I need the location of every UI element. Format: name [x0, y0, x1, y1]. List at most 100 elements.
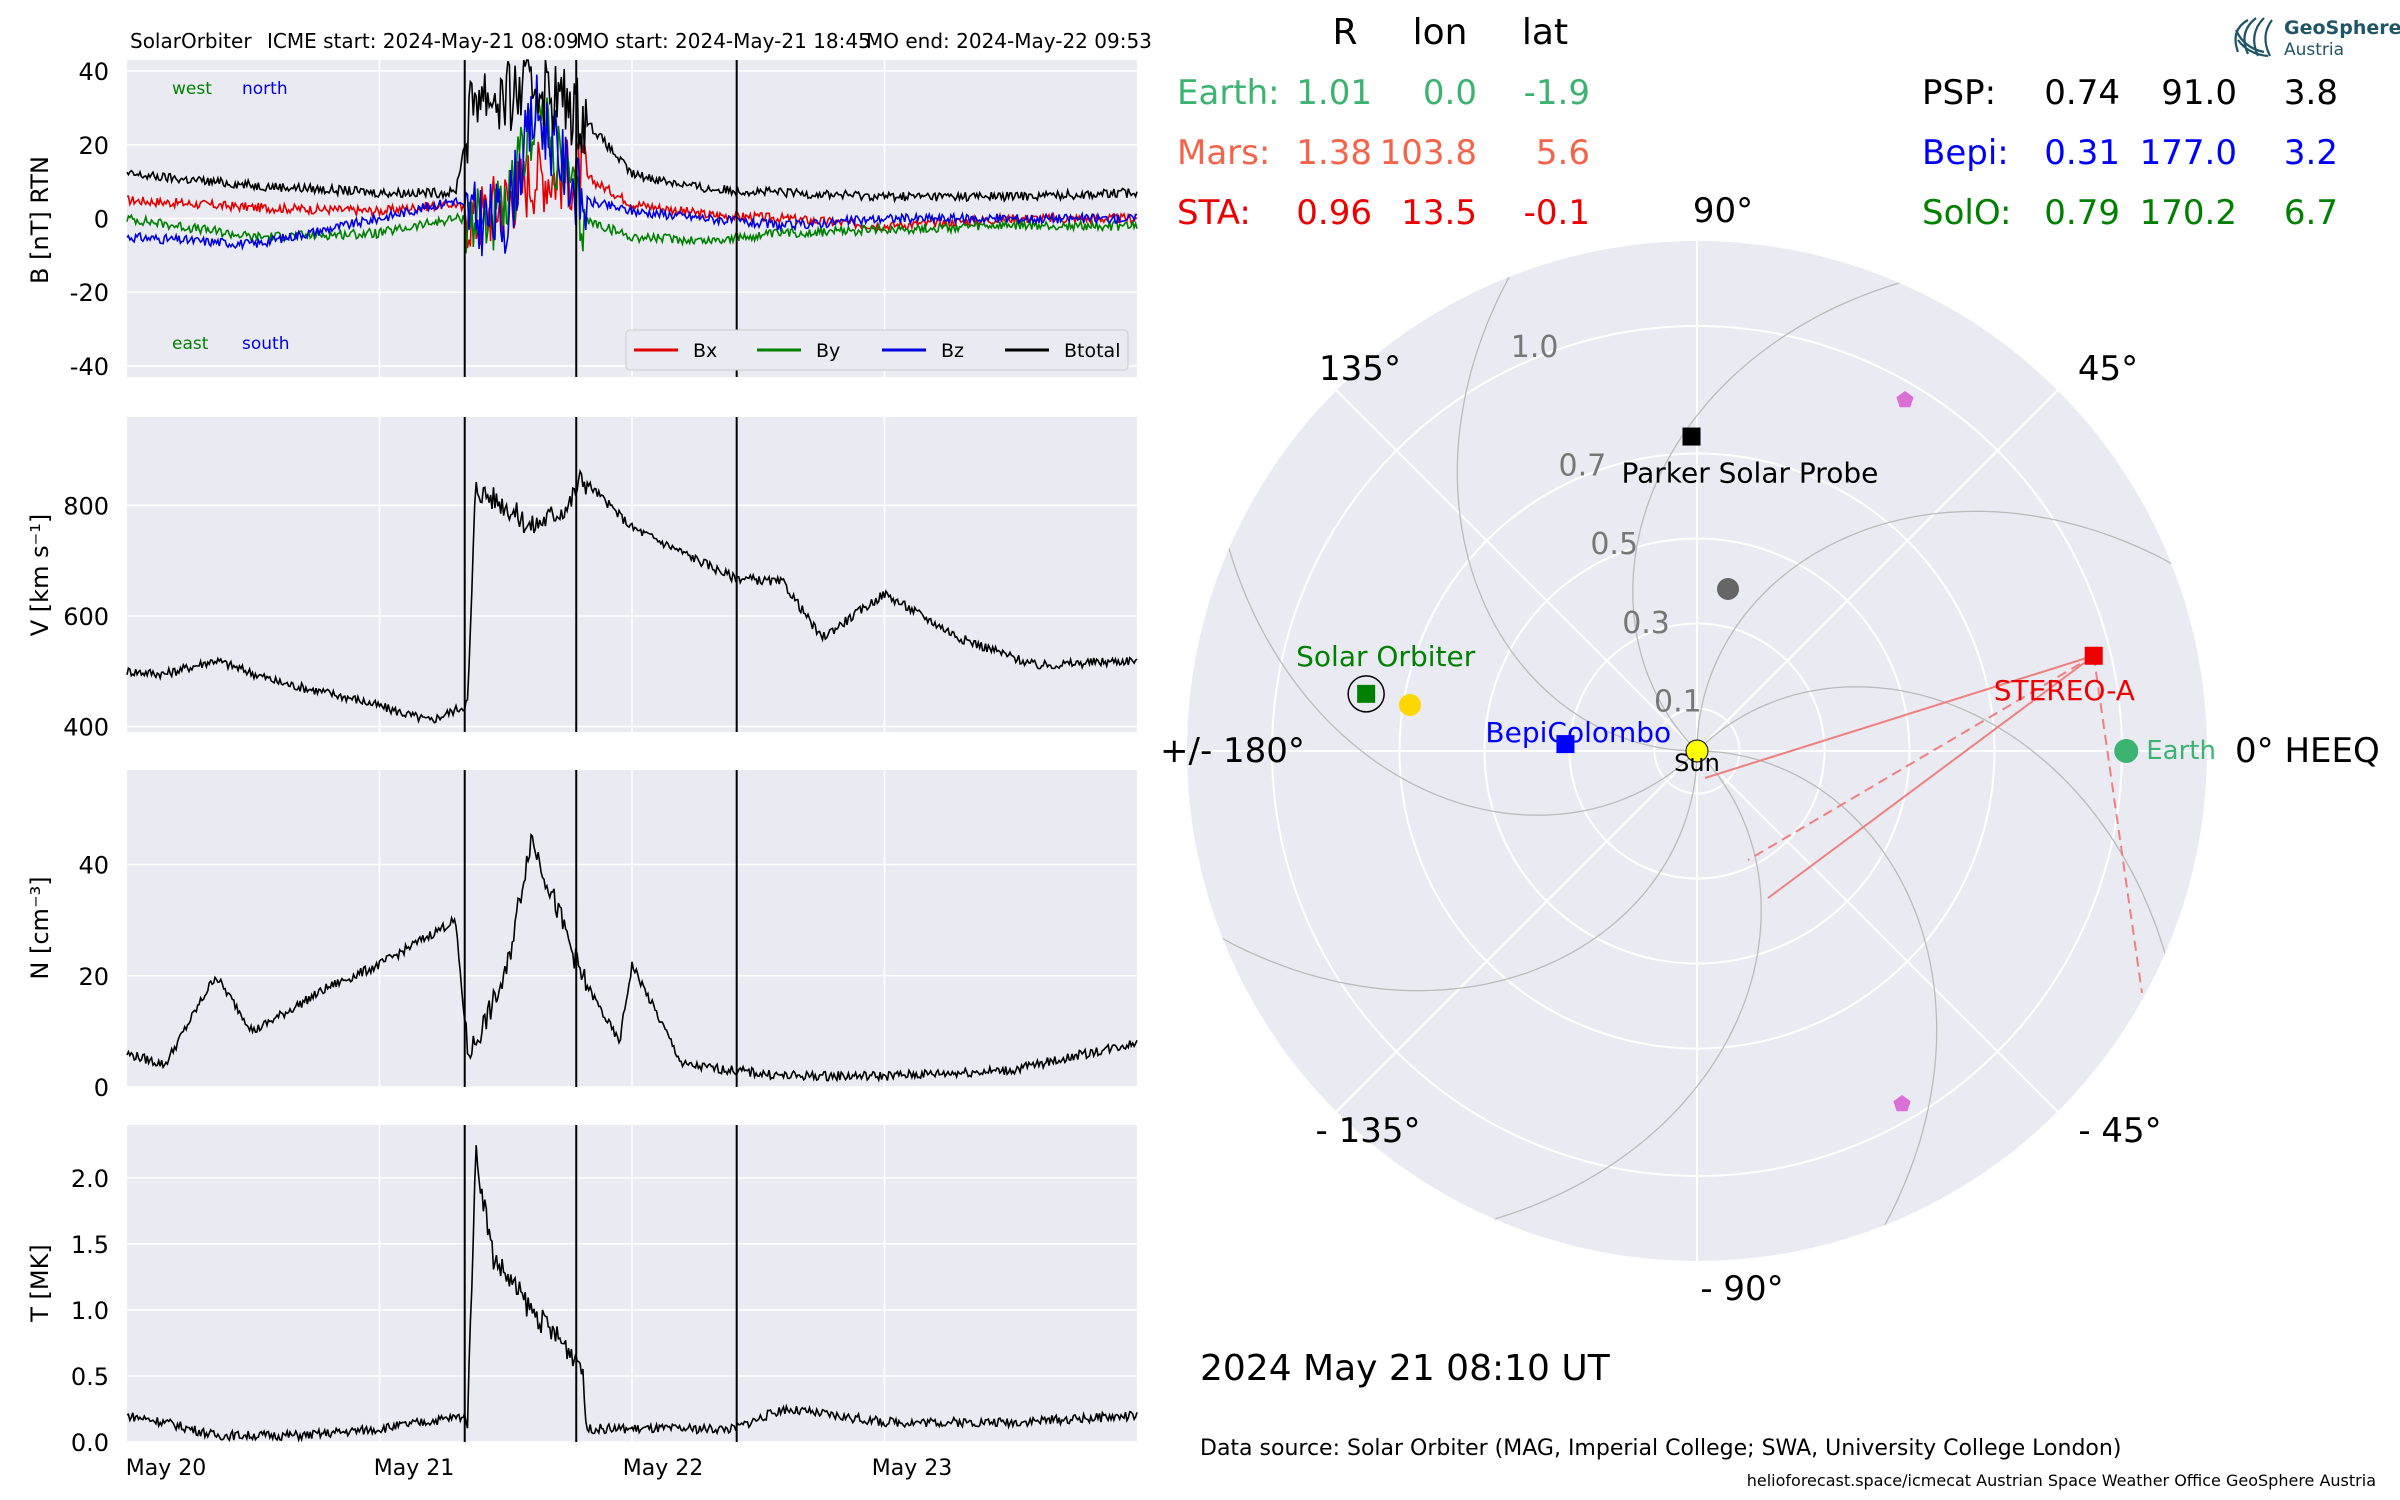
table-row-label: STA: — [1177, 193, 1251, 233]
parker-solar-probe-marker — [1682, 427, 1701, 446]
series-line-bz — [126, 74, 1138, 257]
y-tick-label: 400 — [63, 713, 109, 741]
series-line-data — [126, 832, 1138, 1083]
pentagon-marker — [1893, 1095, 1911, 1112]
series-line-bx — [126, 139, 1138, 249]
polar-spoke — [1696, 750, 2059, 1113]
solar-orbiter-marker — [1357, 684, 1376, 703]
pentagon-marker — [1896, 391, 1914, 408]
timestamp: 2024 May 21 08:10 UT — [1200, 1348, 1611, 1389]
series-line-data — [126, 1145, 1138, 1443]
table-row-r: 0.96 — [1296, 193, 1372, 233]
sta-line — [1704, 654, 2095, 779]
y-tick-label: 0 — [94, 206, 109, 234]
y-tick-label: 1.0 — [71, 1297, 109, 1325]
table-row-label: PSP: — [1922, 73, 1996, 113]
y-tick-label: -20 — [70, 279, 109, 307]
table-row-lat: 5.6 — [1536, 133, 1590, 173]
sun-label: Sun — [1674, 749, 1720, 777]
legend-box — [625, 329, 1129, 371]
table-row-r: 0.79 — [2044, 193, 2120, 233]
table-row-lat: 3.2 — [2284, 133, 2338, 173]
y-tick-label: 800 — [63, 492, 109, 520]
logo-line1: GeoSphere — [2284, 17, 2400, 39]
geosphere-logo: GeoSphere Austria — [2234, 17, 2400, 60]
b-legend: Bx By Bz Btotal — [625, 329, 1129, 371]
sta-line — [1767, 654, 2095, 899]
y-axis-labels: B [nT] RTN V [km s⁻¹] N [cm⁻³] T [MK] — [26, 156, 54, 1323]
table-row-lon: 170.2 — [2140, 193, 2237, 233]
footer-credits: helioforecast.space/icmecat Austrian Spa… — [1747, 1471, 2376, 1490]
polar-position-plot: 0.1 0.3 0.5 0.7 1.0 90° 45° 0° HEEQ - 45° - 90° - … — [1160, 191, 2380, 1309]
table-row-r: 1.01 — [1296, 73, 1372, 113]
logo-line2: Austria — [2284, 40, 2344, 60]
series-line-btotal — [126, 59, 1138, 204]
stereo-a-marker — [2084, 646, 2103, 665]
table-header-lon: lon — [1413, 12, 1468, 53]
ylabel-n: N [cm⁻³] — [26, 876, 54, 979]
table-header-lat: lat — [1522, 12, 1568, 53]
y-tick-label: 20 — [78, 963, 109, 991]
angle-label: 135° — [1319, 349, 1401, 389]
y-tick-label: 600 — [63, 603, 109, 631]
solar-orbiter-label: Solar Orbiter — [1296, 640, 1476, 673]
label-east: east — [172, 334, 209, 354]
bepicolombo-label: BepiColombo — [1485, 716, 1671, 749]
ylabel-b: B [nT] RTN — [26, 156, 54, 284]
table-row-label: Earth: — [1177, 73, 1280, 113]
table-row-lat: 6.7 — [2284, 193, 2338, 233]
polar-spoke — [1696, 389, 2059, 752]
table-row-lat: -1.9 — [1524, 73, 1590, 113]
b-corner-labels: west north east south — [172, 79, 289, 354]
radius-label: 1.0 — [1511, 330, 1559, 365]
y-tick-label: -40 — [70, 353, 109, 381]
label-north: north — [242, 79, 288, 99]
position-table: R lon lat Earth: 1.01 0.0 -1.9 Mars: 1.38 103.… — [1177, 12, 2338, 233]
table-row-lon: 91.0 — [2161, 73, 2237, 113]
radius-label: 0.5 — [1590, 527, 1638, 562]
parker-spiral-line — [1696, 510, 2207, 753]
solar-orbiter-ring — [1347, 675, 1385, 713]
y-tick-label: 40 — [78, 58, 109, 86]
parker-spiral-line — [1695, 750, 1938, 1261]
radius-label: 0.1 — [1654, 685, 1702, 720]
temperature-panel: 0.0 0.5 1.0 1.5 2.0 — [71, 1125, 1138, 1457]
sta-line-dashed — [2092, 655, 2143, 994]
legend-by: By — [816, 340, 840, 362]
xtick-may22: May 22 — [623, 1456, 703, 1481]
table-row-lon: 177.0 — [2140, 133, 2237, 173]
table-row-label: Bepi: — [1922, 133, 2009, 173]
polar-spoke — [1335, 389, 1698, 752]
header-mo-end: MO end: 2024-May-22 09:53 — [866, 29, 1152, 53]
stereo-a-label: STEREO-A — [1994, 674, 2135, 707]
table-row-r: 1.38 — [1296, 133, 1372, 173]
yellow-marker — [1399, 694, 1421, 716]
bepicolombo-marker — [1556, 735, 1575, 754]
y-tick-label: 0 — [94, 1074, 109, 1102]
angle-label: - 90° — [1700, 1269, 1783, 1309]
parker-spiral-line — [1187, 749, 1698, 992]
table-row-lat: -0.1 — [1524, 193, 1590, 233]
parker-spiral-line — [1456, 241, 1699, 752]
earth-marker — [2114, 739, 2139, 763]
data-source: Data source: Solar Orbiter (MAG, Imperia… — [1200, 1436, 2121, 1461]
table-row-label: Mars: — [1177, 133, 1270, 173]
radius-label: 0.7 — [1559, 448, 1607, 483]
angle-label: 90° — [1693, 191, 1753, 231]
table-header-r: R — [1332, 12, 1357, 53]
header-mo-start: MO start: 2024-May-21 18:45 — [576, 29, 871, 53]
polar-spoke — [1335, 750, 1698, 1113]
table-row-r: 0.74 — [2044, 73, 2120, 113]
earth-label: Earth — [2146, 736, 2216, 766]
legend-bx: Bx — [693, 340, 717, 362]
y-tick-label: 20 — [78, 132, 109, 160]
density-panel: 0 20 40 — [78, 770, 1138, 1102]
magnetic-field-panel: -40 -20 0 20 40 — [70, 58, 1138, 381]
legend-btotal: Btotal — [1064, 340, 1120, 362]
header-icme-start: ICME start: 2024-May-21 08:09 — [267, 29, 579, 53]
logo-swirl-icon — [2234, 17, 2273, 58]
y-tick-label: 0.0 — [71, 1429, 109, 1457]
header: SolarOrbiter ICME start: 2024-May-21 08:… — [130, 29, 1152, 53]
ylabel-v: V [km s⁻¹] — [26, 514, 54, 636]
